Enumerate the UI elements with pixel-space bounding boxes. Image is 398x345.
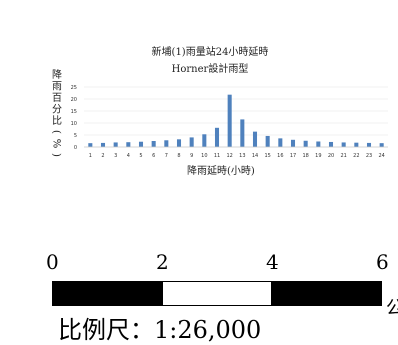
bar [316, 141, 321, 147]
x-tick-label: 18 [302, 153, 308, 159]
bar [379, 143, 384, 147]
x-tick-label: 22 [353, 153, 359, 159]
x-tick-label: 14 [252, 153, 258, 159]
bar [189, 137, 194, 147]
y-tick-label: 25 [71, 85, 77, 91]
bar [290, 139, 296, 147]
chart-subtitle: Horner設計雨型 [172, 62, 249, 75]
y-axis-title-char: 降 [52, 68, 62, 81]
x-tick-label: 23 [366, 153, 372, 159]
y-tick-label: 20 [71, 97, 77, 103]
bar [151, 141, 156, 147]
y-tick-label: 5 [74, 133, 77, 139]
x-axis-title: 降雨延時(小時) [187, 164, 255, 177]
x-tick-label: 7 [165, 153, 168, 159]
y-axis-title-char: % [51, 139, 62, 149]
x-tick-label: 9 [190, 153, 193, 159]
bar [252, 131, 258, 147]
x-tick-label: 15 [264, 153, 270, 159]
x-tick-label: 13 [239, 153, 245, 159]
y-tick-labels: 0 5 10 15 20 25 [71, 85, 77, 151]
bar [341, 142, 346, 147]
x-tick-label: 6 [152, 153, 155, 159]
y-tick-label: 10 [71, 121, 77, 127]
x-tick-label: 19 [315, 153, 321, 159]
scale-segment-3 [272, 281, 382, 306]
bar [126, 142, 131, 147]
y-tick-label: 15 [71, 109, 77, 115]
bar [214, 127, 220, 147]
bar [354, 142, 359, 147]
x-tick-label: 10 [201, 153, 207, 159]
bar [100, 142, 106, 147]
bar [164, 140, 169, 147]
bar [88, 143, 93, 147]
scale-segment-2 [162, 281, 272, 306]
scale-label-0: 0 [46, 250, 59, 274]
y-axis-title-char: ) [51, 153, 62, 157]
x-tick-label: 4 [127, 153, 130, 159]
bar [240, 119, 245, 147]
x-tick-label: 12 [226, 153, 232, 159]
x-tick-label: 17 [290, 153, 296, 159]
bar [303, 140, 308, 147]
y-axis-title-char: 百 [52, 92, 62, 104]
bar [265, 135, 270, 147]
scale-label-2: 2 [156, 250, 169, 274]
x-tick-label: 5 [139, 153, 142, 159]
x-tick-label: 21 [340, 153, 346, 159]
bar [328, 141, 334, 147]
bar [227, 94, 232, 147]
y-axis-title-char: 比 [52, 115, 62, 127]
bar [278, 138, 283, 147]
y-axis-title-char: 雨 [52, 82, 62, 93]
y-axis-title-char: ( [51, 130, 62, 134]
scale-unit-partial: 公 [386, 298, 398, 319]
x-tick-label: 16 [277, 153, 283, 159]
x-tick-label: 3 [114, 153, 117, 159]
scale-segment-1 [52, 281, 162, 306]
scale-label-4: 4 [266, 250, 279, 274]
y-axis-title-char: 分 [52, 104, 62, 116]
bar [113, 142, 118, 147]
bar [176, 139, 182, 147]
bar [366, 142, 372, 147]
x-tick-label: 8 [177, 153, 180, 159]
bar [138, 141, 144, 147]
x-tick-label: 11 [214, 153, 220, 159]
scale-label-6: 6 [376, 250, 389, 274]
x-tick-label: 24 [378, 153, 384, 159]
y-tick-label: 0 [74, 145, 77, 151]
bar [202, 134, 207, 147]
chart-title: 新埔(1)雨量站24小時延時 [152, 45, 269, 58]
scale-ratio-text: 比例尺：1:26,000 [58, 316, 262, 344]
bar-series [88, 94, 384, 147]
x-tick-label: 2 [101, 153, 104, 159]
x-tick-labels: 1 2 3 4 5 6 7 8 9 10 11 12 13 14 15 16 17 18 19 20 21 22 23 24 [89, 153, 385, 159]
rainfall-bar-chart: 新埔(1)雨量站24小時延時 Horner設計雨型 降雨延時(小時) 降雨百分比… [51, 45, 388, 177]
x-tick-label: 20 [328, 153, 334, 159]
x-tick-label: 1 [89, 153, 92, 159]
grid-lines [84, 86, 388, 136]
